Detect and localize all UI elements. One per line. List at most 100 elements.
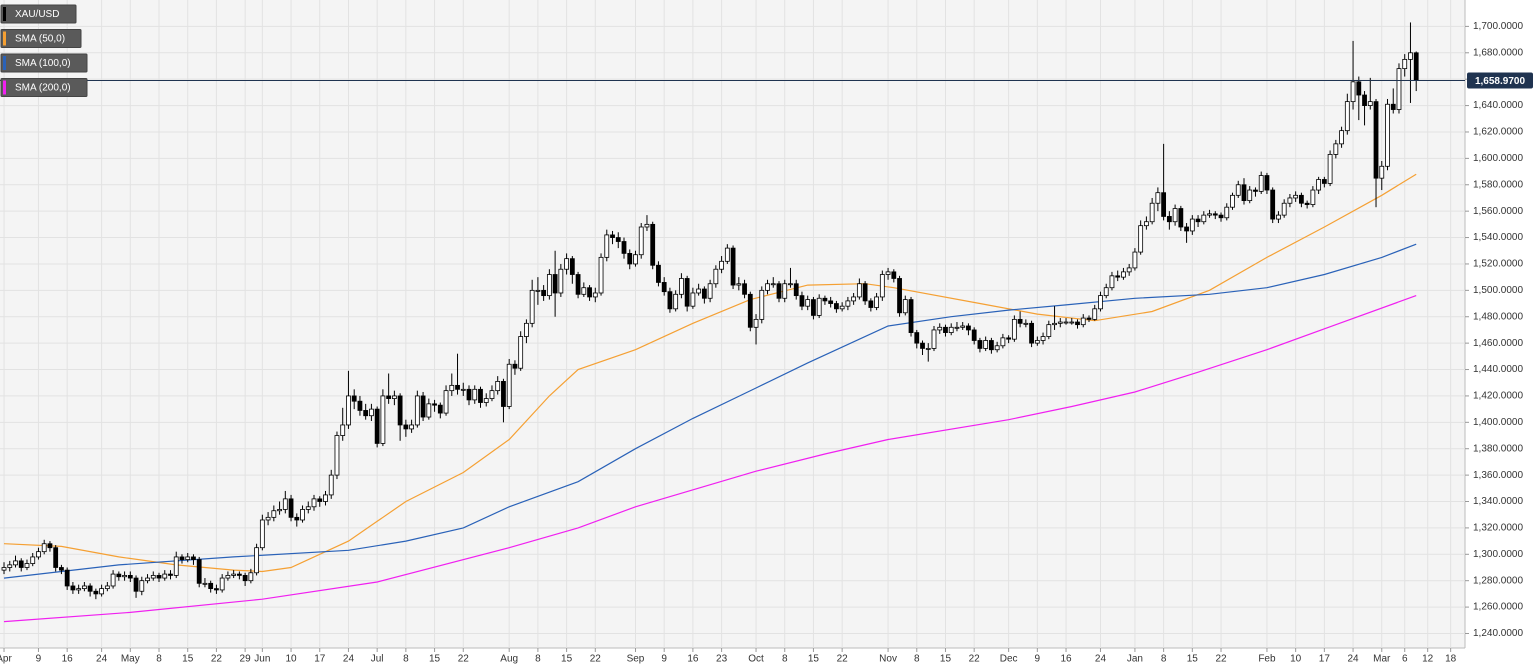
candle-body (1143, 221, 1149, 227)
candle-body (1310, 189, 1316, 205)
candle-body (512, 363, 518, 369)
y-tick-label: 1,320.0000 (1473, 523, 1523, 534)
candle-body (288, 498, 294, 518)
candle-body (455, 384, 460, 390)
candle-body (552, 274, 558, 294)
candle-body (472, 388, 478, 401)
candle-body (650, 223, 656, 266)
candle-body (747, 293, 753, 328)
y-tick-label: 1,440.0000 (1473, 364, 1523, 375)
x-tick-label: 15 (1187, 654, 1199, 665)
y-tick-label: 1,640.0000 (1473, 100, 1523, 111)
candle-body (862, 283, 868, 302)
candles (1, 22, 1419, 600)
x-tick-label: 24 (1347, 654, 1359, 665)
candle-body (1247, 189, 1253, 202)
sma-line (3, 295, 1417, 623)
x-tick-label: 22 (1215, 654, 1227, 665)
y-tick-label: 1,560.0000 (1473, 206, 1523, 217)
x-tick-label: 8 (156, 654, 162, 665)
legend-box (0, 78, 88, 97)
candle-body (150, 575, 156, 579)
candle-body (943, 326, 948, 333)
candle-body (81, 585, 87, 590)
candle-body (145, 577, 150, 582)
candle-body (822, 297, 828, 302)
candle-body (736, 283, 742, 286)
x-tick-label: 9 (1035, 654, 1041, 665)
candle-body (47, 543, 53, 549)
candle-body (1092, 308, 1098, 320)
candle-body (1281, 202, 1287, 216)
candle-body (168, 573, 173, 576)
candle-body (879, 274, 885, 298)
candle-body (53, 547, 59, 568)
candle-body (449, 384, 455, 392)
legend-box (0, 29, 82, 48)
candle-body (328, 474, 334, 496)
candle-body (30, 556, 36, 564)
candle-body (799, 295, 805, 307)
overlays (3, 173, 1417, 623)
candle-body (122, 575, 127, 578)
candle-body (317, 498, 323, 502)
candle-body (673, 293, 679, 310)
x-tick-label: 15 (182, 654, 194, 665)
candle-body (1109, 275, 1115, 289)
x-tick-label: 15 (808, 654, 820, 665)
candle-body (1333, 143, 1339, 155)
candle-body (954, 326, 960, 329)
candle-body (501, 381, 506, 407)
candle-body (966, 325, 971, 331)
candle-body (214, 588, 219, 591)
y-tick-label: 1,240.0000 (1473, 628, 1523, 639)
candle-body (271, 510, 277, 518)
candle-body (391, 395, 397, 399)
candle-body (191, 556, 196, 560)
x-tick-label: 22 (969, 654, 981, 665)
y-tick-label: 1,600.0000 (1473, 153, 1523, 164)
candle-body (156, 575, 162, 579)
candle-body (1029, 322, 1034, 344)
candle-body (839, 305, 845, 310)
candle-body (311, 498, 317, 508)
candle-body (627, 252, 633, 265)
x-tick-label: 6 (1402, 654, 1408, 665)
x-tick-label: Oct (748, 654, 764, 665)
candle-body (788, 283, 793, 286)
candle-body (902, 299, 908, 314)
y-tick-label: 1,680.0000 (1473, 47, 1523, 58)
candle-body (1253, 189, 1258, 192)
candle-body (99, 588, 105, 595)
candle-body (242, 575, 248, 582)
x-tick-label: 15 (429, 654, 441, 665)
candle-body (259, 519, 265, 549)
candle-body (816, 297, 822, 316)
candle-body (1356, 81, 1362, 96)
candle-body (1149, 202, 1155, 223)
candle-body (7, 564, 13, 568)
x-tick-label: 8 (535, 654, 541, 665)
candle-body (208, 582, 214, 590)
x-tick-label: Jun (254, 654, 270, 665)
sma-line (3, 243, 1417, 579)
x-tick-label: 17 (314, 654, 326, 665)
x-tick-label: 22 (837, 654, 849, 665)
candle-body (460, 388, 466, 391)
candle-body (587, 287, 592, 298)
candle-body (18, 560, 24, 568)
x-tick-label: 16 (1060, 654, 1072, 665)
y-tick-label: 1,360.0000 (1473, 470, 1523, 481)
y-tick-label: 1,540.0000 (1473, 232, 1523, 243)
candle-body (885, 271, 891, 275)
candle-body (1000, 337, 1006, 347)
x-tick-label: 29 (240, 654, 252, 665)
candle-body (351, 395, 357, 402)
candle-body (1166, 216, 1172, 223)
plot-background (0, 0, 1465, 648)
legend-box (0, 53, 88, 73)
candle-body (914, 332, 920, 344)
candle-body (1103, 287, 1109, 297)
candle-body (811, 299, 816, 316)
candle-body (1270, 189, 1276, 220)
